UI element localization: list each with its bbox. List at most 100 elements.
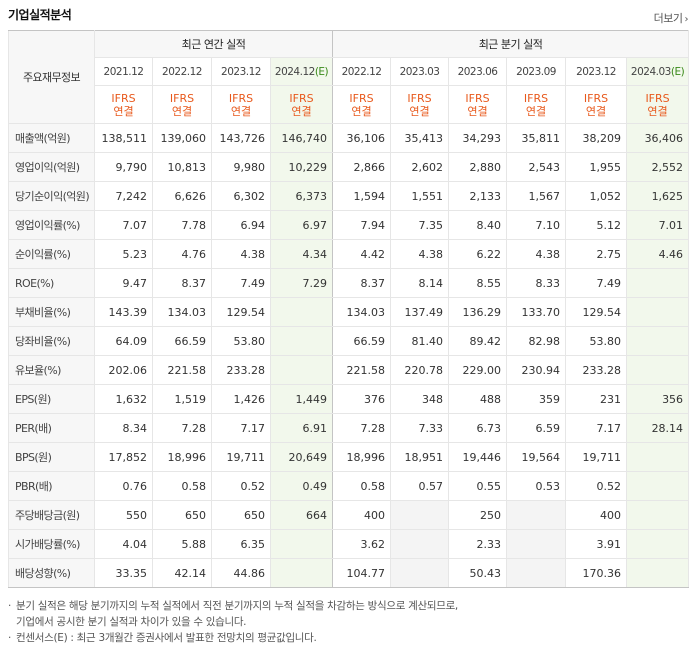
table-cell: 1,519 (152, 384, 212, 414)
table-cell: 36,106 (332, 123, 392, 153)
table-cell: 0.55 (448, 471, 508, 501)
table-cell: 7,242 (94, 181, 153, 211)
table-cell: 7.01 (626, 210, 690, 240)
table-cell: 42.14 (152, 558, 212, 588)
row-header: ROE(%) (8, 268, 95, 298)
table-cell: 18,951 (390, 442, 450, 472)
table-cell: 137.49 (390, 297, 450, 327)
ifrs-basis-label: IFRS 연결 (211, 85, 271, 124)
row-header: 유보율(%) (8, 355, 95, 385)
estimate-mark: (E) (314, 65, 329, 78)
table-cell: 35,413 (390, 123, 450, 153)
table-cell: 7.33 (390, 413, 450, 443)
footnotes: · 분기 실적은 해당 분기까지의 누적 실적에서 직전 분기까지의 누적 실적을… (8, 598, 458, 646)
table-row: 시가배당률(%) 4.04 5.88 6.35 3.62 2.33 3.91 (8, 529, 690, 559)
table-cell (269, 297, 334, 327)
period-header: 2022.12 (152, 57, 212, 86)
table-cell: 1,449 (269, 384, 334, 414)
table-cell: 9,980 (211, 152, 271, 182)
table-cell: 133.70 (506, 297, 567, 327)
table-cell: 134.03 (152, 297, 212, 327)
table-cell: 0.53 (506, 471, 567, 501)
table-cell (506, 558, 567, 588)
table-cell: 6.97 (269, 210, 334, 240)
table-cell: 3.91 (565, 529, 628, 559)
table-cell: 104.77 (332, 558, 392, 588)
table-cell: 20,649 (269, 442, 334, 472)
row-header: 시가배당률(%) (8, 529, 95, 559)
table-cell: 33.35 (94, 558, 153, 588)
row-header: 매출액(억원) (8, 123, 95, 153)
table-cell: 2,552 (626, 152, 690, 182)
table-cell (506, 500, 567, 530)
table-cell: 348 (390, 384, 450, 414)
table-cell: 6,626 (152, 181, 212, 211)
table-cell: 2.33 (448, 529, 508, 559)
table-cell: 44.86 (211, 558, 271, 588)
period-header: 2023.12 (565, 57, 628, 86)
table-cell: 2,866 (332, 152, 392, 182)
table-cell: 146,740 (269, 123, 334, 153)
table-cell: 488 (448, 384, 508, 414)
period-header: 2023.06 (448, 57, 508, 86)
table-cell: 129.54 (565, 297, 628, 327)
table-cell: 6.22 (448, 239, 508, 269)
table-cell (626, 297, 690, 327)
table-cell: 34,293 (448, 123, 508, 153)
table-cell: 7.07 (94, 210, 153, 240)
table-cell: 10,813 (152, 152, 212, 182)
table-cell: 2,602 (390, 152, 450, 182)
table-cell: 220.78 (390, 355, 450, 385)
table-cell (626, 500, 690, 530)
table-cell: 136.29 (448, 297, 508, 327)
ifrs-basis-label: IFRS 연결 (152, 85, 212, 124)
table-cell: 550 (94, 500, 153, 530)
table-cell: 9,790 (94, 152, 153, 182)
table-row: 당기순이익(억원) 7,242 6,626 6,302 6,373 1,594 1,551 2… (8, 181, 690, 211)
table-cell (390, 529, 450, 559)
table-cell: 6.59 (506, 413, 567, 443)
table-row: EPS(원) 1,632 1,519 1,426 1,449 376 348 488 359 23… (8, 384, 690, 414)
ifrs-basis-label: IFRS 연결 (332, 85, 392, 124)
footnote-2: · 컨센서스(E) : 최근 3개월간 증권사에서 발표한 전망치의 평균값입니다… (8, 632, 317, 644)
table-cell (269, 326, 334, 356)
table-cell: 664 (269, 500, 334, 530)
table-cell: 2,880 (448, 152, 508, 182)
table-cell: 66.59 (152, 326, 212, 356)
table-cell: 0.49 (269, 471, 334, 501)
table-row: 매출액(억원) 138,511 139,060 143,726 146,740 36,10… (8, 123, 690, 153)
row-header: 영업이익(억원) (8, 152, 95, 182)
table-cell: 1,625 (626, 181, 690, 211)
table-cell: 650 (211, 500, 271, 530)
table-cell: 2,133 (448, 181, 508, 211)
table-cell: 82.98 (506, 326, 567, 356)
table-cell: 0.57 (390, 471, 450, 501)
table-cell: 2,543 (506, 152, 567, 182)
table-cell: 36,406 (626, 123, 690, 153)
table-cell: 8.37 (332, 268, 392, 298)
table-cell (626, 355, 690, 385)
table-cell: 6,373 (269, 181, 334, 211)
table-cell: 1,426 (211, 384, 271, 414)
table-cell: 139,060 (152, 123, 212, 153)
table-cell (269, 355, 334, 385)
table-cell: 4.76 (152, 239, 212, 269)
table-cell: 1,551 (390, 181, 450, 211)
table-cell: 650 (152, 500, 212, 530)
table-row: 당좌비율(%) 64.09 66.59 53.80 66.59 81.40 89.42 82.… (8, 326, 690, 356)
table-cell: 1,955 (565, 152, 628, 182)
table-cell (626, 326, 690, 356)
table-cell: 7.28 (152, 413, 212, 443)
more-link[interactable]: 더보기 › (654, 10, 689, 26)
table-cell: 6.35 (211, 529, 271, 559)
table-cell: 19,564 (506, 442, 567, 472)
table-cell: 129.54 (211, 297, 271, 327)
table-cell: 143.39 (94, 297, 153, 327)
table-cell: 4.38 (506, 239, 567, 269)
ifrs-basis-label: IFRS 연결 (565, 85, 628, 124)
table-cell: 138,511 (94, 123, 153, 153)
table-cell: 8.40 (448, 210, 508, 240)
ifrs-basis-label: IFRS 연결 (94, 85, 153, 124)
table-cell: 233.28 (211, 355, 271, 385)
table-cell: 53.80 (565, 326, 628, 356)
